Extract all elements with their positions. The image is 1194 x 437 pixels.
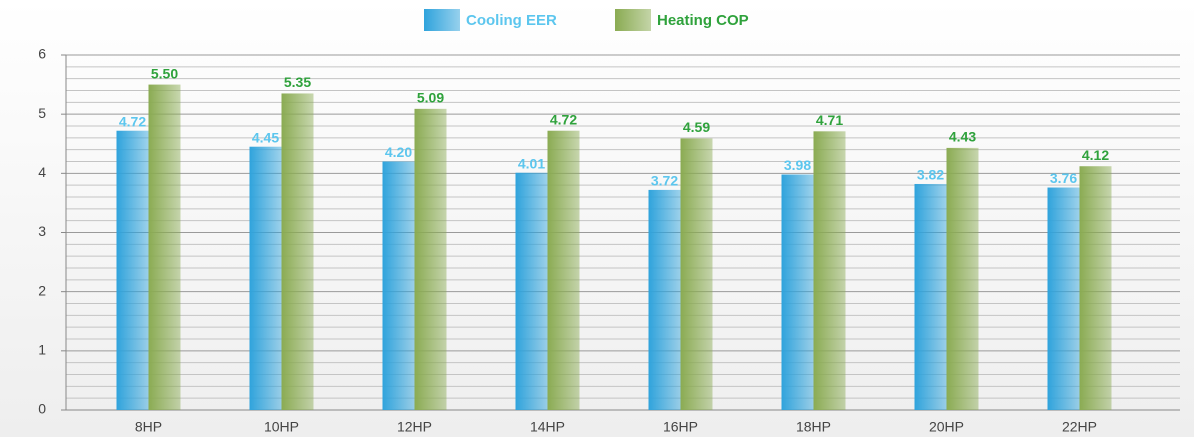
value-label: 4.43 — [949, 129, 976, 145]
bar — [1079, 166, 1112, 410]
y-tick-label: 5 — [38, 105, 46, 121]
value-label: 4.01 — [518, 155, 545, 171]
bar — [281, 93, 314, 410]
bar — [414, 108, 447, 410]
legend-label: Heating COP — [657, 12, 749, 29]
x-tick-label: 20HP — [929, 419, 964, 435]
value-label: 4.59 — [683, 119, 710, 135]
bar — [249, 146, 282, 411]
value-label: 5.09 — [417, 90, 444, 106]
bar — [148, 84, 181, 410]
value-label: 4.20 — [385, 144, 412, 160]
bar — [914, 183, 947, 410]
bar — [382, 161, 415, 410]
legend-swatch — [424, 9, 460, 31]
value-label: 5.35 — [284, 74, 311, 90]
x-tick-label: 16HP — [663, 419, 698, 435]
value-label: 4.71 — [816, 112, 843, 128]
y-tick-label: 0 — [38, 401, 46, 417]
y-tick-label: 6 — [38, 46, 46, 62]
x-tick-label: 14HP — [530, 419, 565, 435]
legend-label: Cooling EER — [466, 12, 557, 29]
bar — [680, 138, 713, 411]
bar — [648, 189, 681, 410]
bar — [116, 130, 149, 410]
bar — [1047, 187, 1080, 410]
x-tick-label: 10HP — [264, 419, 299, 435]
bar — [515, 172, 548, 410]
y-tick-label: 1 — [38, 342, 46, 358]
x-tick-label: 18HP — [796, 419, 831, 435]
value-label: 3.98 — [784, 157, 811, 173]
value-label: 4.72 — [550, 111, 577, 127]
value-label: 5.50 — [151, 65, 178, 81]
value-label: 3.76 — [1050, 170, 1077, 186]
value-label: 4.12 — [1082, 147, 1109, 163]
value-label: 3.82 — [917, 167, 944, 183]
value-label: 4.45 — [252, 129, 279, 145]
x-tick-label: 8HP — [135, 419, 162, 435]
value-label: 4.72 — [119, 113, 146, 129]
y-tick-label: 4 — [38, 164, 46, 180]
y-tick-label: 2 — [38, 282, 46, 298]
y-tick-label: 3 — [38, 223, 46, 239]
bar — [813, 131, 846, 410]
x-tick-label: 22HP — [1062, 419, 1097, 435]
value-label: 3.72 — [651, 173, 678, 189]
legend-swatch — [615, 9, 651, 31]
bar — [781, 174, 814, 410]
bar — [547, 130, 580, 410]
x-tick-label: 12HP — [397, 419, 432, 435]
bar — [946, 147, 979, 410]
